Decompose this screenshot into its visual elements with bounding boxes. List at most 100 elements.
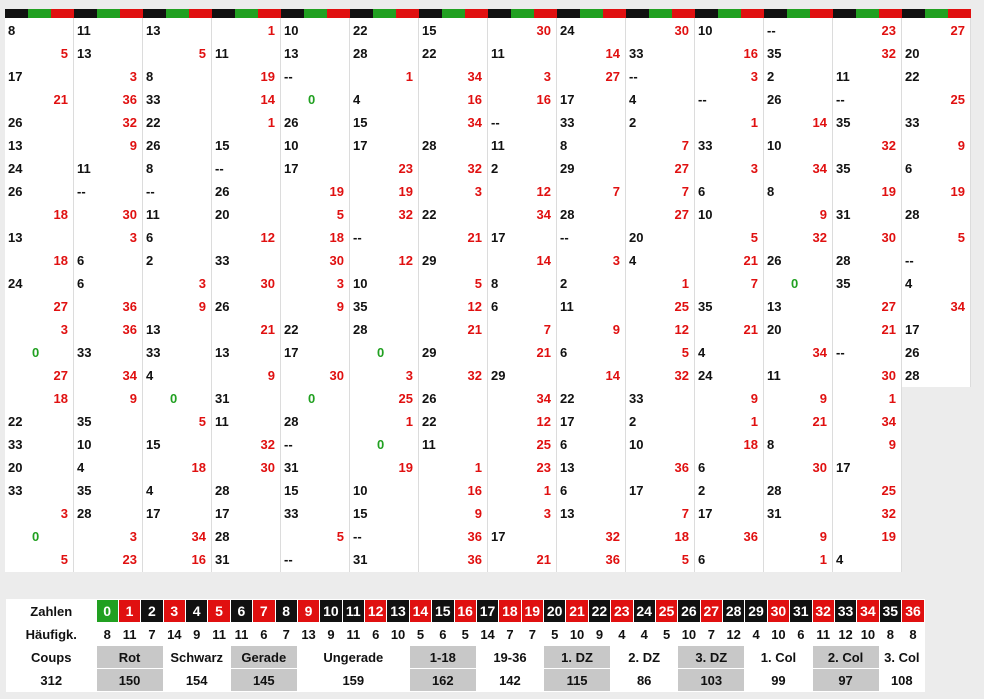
spin-number: 22 bbox=[422, 414, 437, 429]
spin-number: 10 bbox=[629, 437, 644, 452]
spin-number: 1 bbox=[267, 23, 275, 38]
spin-number: 5 bbox=[681, 345, 689, 360]
category-label: 1. Col bbox=[744, 645, 813, 669]
spin-number: 32 bbox=[260, 437, 275, 452]
frequency-cell: 8 bbox=[901, 622, 925, 646]
spin-number: 13 bbox=[146, 322, 161, 337]
category-value-row: 312 150 154 145 159 162 142 115 86 103 99 97 108 bbox=[6, 668, 926, 692]
spin-number: 16 bbox=[191, 552, 206, 567]
number-cell: 25 bbox=[654, 599, 679, 623]
category-value: 162 bbox=[408, 668, 477, 692]
spin-number: 0 bbox=[791, 276, 799, 291]
spin-number: 15 bbox=[146, 437, 161, 452]
permanence-column: 15 22 34 16 34 28 32 3 22 21 29 5 12 21 29 32 26 22 11 1 16 9… bbox=[419, 9, 488, 572]
spin-number: 21 bbox=[536, 552, 551, 567]
spin-number: 6 bbox=[698, 184, 706, 199]
color-bar bbox=[488, 9, 557, 18]
spin-number: 9 bbox=[129, 391, 137, 406]
permanence-column: 30 11 3 16 -- 11 2 12 34 17 14 8 6 7 21 29 34 12 25 23 1 3 17 2… bbox=[488, 9, 557, 572]
spin-number: 33 bbox=[8, 483, 23, 498]
frequency-cell: 10 bbox=[386, 622, 410, 646]
spin-number: 6 bbox=[698, 460, 706, 475]
category-label: 2. Col bbox=[811, 645, 880, 669]
spin-number: 30 bbox=[329, 253, 344, 268]
spin-number: 11 bbox=[146, 207, 160, 222]
spin-number: 33 bbox=[698, 138, 713, 153]
spin-number: 17 bbox=[353, 138, 368, 153]
spin-number: 35 bbox=[836, 161, 851, 176]
spin-number: 19 bbox=[398, 460, 413, 475]
spin-number: 22 bbox=[560, 391, 575, 406]
spin-number: 33 bbox=[8, 437, 23, 452]
permanence-column: 10 13 -- 0 26 10 17 19 5 18 30 3 9 22 17 30 0 28 -- 31 15 33 5… bbox=[281, 9, 350, 572]
spin-number: 2 bbox=[491, 161, 499, 176]
number-cell: 11 bbox=[341, 599, 366, 623]
spin-number: 15 bbox=[353, 115, 368, 130]
spin-number: 16 bbox=[743, 46, 758, 61]
spin-number: 1 bbox=[405, 414, 413, 429]
spin-number: 30 bbox=[812, 460, 827, 475]
permanence-column: 11 13 3 36 32 9 11 -- 30 3 6 6 36 36 33 34 9 35 10 4 35 28 3 23 bbox=[74, 9, 143, 572]
spin-number: 31 bbox=[767, 506, 782, 521]
spin-number: 0 bbox=[32, 529, 40, 544]
spin-number: 35 bbox=[836, 276, 851, 291]
spin-number: 3 bbox=[336, 276, 344, 291]
frequency-cell: 11 bbox=[341, 622, 366, 646]
spin-number: 9 bbox=[819, 207, 827, 222]
spin-number: 19 bbox=[329, 184, 344, 199]
category-value: 312 bbox=[6, 668, 97, 692]
frequency-row: Häufigk. 8 11 7 14 9 11 11 6 7 13 9 11 6 10 5 6 5 14 7 7 5 10… bbox=[6, 622, 925, 646]
spin-number: 32 bbox=[812, 230, 827, 245]
spin-number: 2 bbox=[146, 253, 154, 268]
spin-number: 34 bbox=[812, 161, 827, 176]
spin-number: 4 bbox=[836, 552, 844, 567]
spin-number: 17 bbox=[560, 92, 575, 107]
spin-number: 24 bbox=[560, 23, 575, 38]
spin-number: 1 bbox=[819, 552, 827, 567]
spin-number: 1 bbox=[888, 391, 896, 406]
frequency-cell: 11 bbox=[811, 622, 835, 646]
spin-number: 11 bbox=[491, 138, 505, 153]
spin-number: 28 bbox=[836, 253, 851, 268]
spin-number: 28 bbox=[215, 529, 230, 544]
frequency-cell: 5 bbox=[654, 622, 679, 646]
spin-number: 30 bbox=[329, 368, 344, 383]
spin-number: 30 bbox=[260, 276, 275, 291]
category-label: 3. DZ bbox=[677, 645, 746, 669]
spin-number: 28 bbox=[422, 138, 437, 153]
spin-number: 27 bbox=[674, 161, 689, 176]
spin-number: 1 bbox=[750, 115, 758, 130]
frequency-cell: 12 bbox=[833, 622, 858, 646]
spin-number: 21 bbox=[881, 322, 896, 337]
spin-number: 3 bbox=[60, 506, 68, 521]
category-value: 86 bbox=[610, 668, 679, 692]
permanence-column: 23 32 11 -- 35 32 35 19 31 30 28 35 27 21 -- 30 1 34 9 17 25… bbox=[833, 9, 902, 572]
spin-number: 1 bbox=[681, 276, 689, 291]
number-cell: 19 bbox=[520, 599, 545, 623]
spin-number: -- bbox=[146, 184, 155, 199]
color-bar bbox=[764, 9, 833, 18]
spin-number: 31 bbox=[215, 552, 230, 567]
category-label: Coups bbox=[6, 645, 97, 669]
spin-number: 8 bbox=[767, 184, 775, 199]
number-cell: 7 bbox=[252, 599, 276, 623]
spin-number: 5 bbox=[198, 414, 206, 429]
spin-number: 10 bbox=[77, 437, 92, 452]
number-cell: 29 bbox=[744, 599, 768, 623]
spin-number: 22 bbox=[284, 322, 299, 337]
spin-number: 11 bbox=[422, 437, 436, 452]
spin-number: 28 bbox=[215, 483, 230, 498]
spin-number: 22 bbox=[422, 207, 437, 222]
frequency-cell: 8 bbox=[878, 622, 903, 646]
spin-number: 18 bbox=[329, 230, 344, 245]
spin-number: 8 bbox=[767, 437, 775, 452]
category-label: Gerade bbox=[229, 645, 298, 669]
spin-number: 6 bbox=[77, 253, 85, 268]
spin-number: 2 bbox=[698, 483, 706, 498]
category-value: 103 bbox=[677, 668, 746, 692]
spin-number: 25 bbox=[950, 92, 965, 107]
spin-number: 30 bbox=[260, 460, 275, 475]
spin-number: 36 bbox=[122, 299, 137, 314]
spin-number: 9 bbox=[474, 506, 482, 521]
frequency-cell: 7 bbox=[699, 622, 724, 646]
